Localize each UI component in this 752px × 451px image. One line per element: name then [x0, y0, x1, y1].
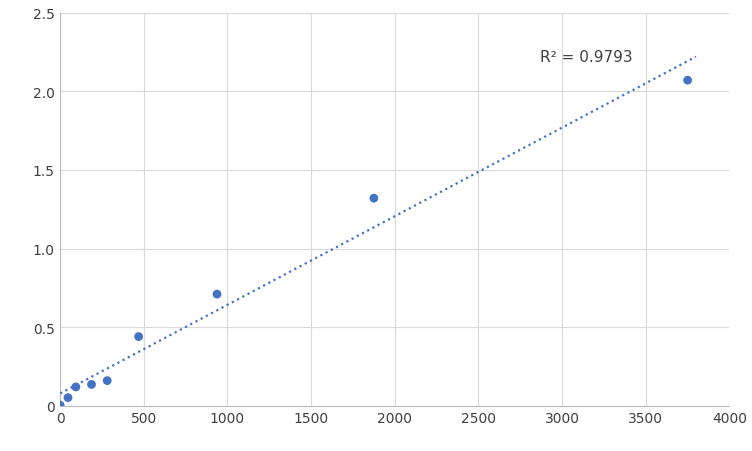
Point	[368, 195, 380, 202]
Point	[62, 394, 74, 401]
Point	[681, 78, 693, 85]
Point	[70, 383, 82, 391]
Point	[211, 291, 223, 298]
Text: R² = 0.9793: R² = 0.9793	[541, 51, 633, 65]
Point	[132, 333, 144, 341]
Point	[102, 377, 114, 384]
Point	[54, 402, 66, 409]
Point	[86, 381, 98, 388]
